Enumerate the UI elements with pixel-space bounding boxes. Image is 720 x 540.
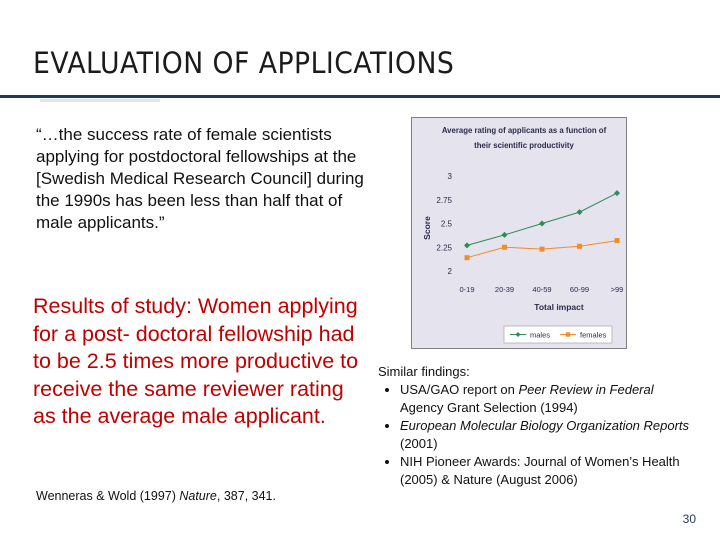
legend-label-females: females xyxy=(580,331,607,340)
y-tick-label: 2.25 xyxy=(436,243,452,252)
data-point-males xyxy=(614,190,620,197)
quote-text: “…the success rate of female scientists … xyxy=(36,125,364,232)
y-tick-label: 3 xyxy=(448,172,453,181)
chart-title-line2: their scientific productivity xyxy=(474,141,574,150)
data-point-females xyxy=(539,246,545,252)
productivity-chart: Average rating of applicants as a functi… xyxy=(412,118,626,348)
page-number: 30 xyxy=(682,512,696,526)
results-text: Results of study: Women applying for a p… xyxy=(33,294,359,429)
finding-text: USA/GAO report on xyxy=(400,382,519,397)
legend-marker-males xyxy=(515,332,521,337)
legend-label-males: males xyxy=(530,331,550,340)
finding-text-tail: Agency Grant Selection (1994) xyxy=(400,400,578,415)
citation-authors: Wenneras & Wold (1997) xyxy=(36,489,180,503)
finding-text-tail: (2001) xyxy=(400,436,438,451)
data-point-females xyxy=(502,244,507,250)
finding-item: NIH Pioneer Awards: Journal of Women’s H… xyxy=(400,453,698,489)
legend-marker-females xyxy=(565,332,571,337)
x-tick-labels: 0-19 20-39 40-59 60-99 >99 xyxy=(459,285,623,294)
findings-list: USA/GAO report on Peer Review in Federal… xyxy=(378,381,698,489)
chart-ylabel: Score xyxy=(422,216,432,240)
chart-xlabel: Total impact xyxy=(534,302,584,312)
finding-item: European Molecular Biology Organization … xyxy=(400,417,698,453)
data-point-males xyxy=(539,220,545,227)
data-point-females xyxy=(577,243,582,249)
y-tick-label: 2 xyxy=(448,267,453,276)
x-tick-label: 60-99 xyxy=(570,285,589,294)
title-divider xyxy=(0,95,720,98)
similar-findings: Similar findings: USA/GAO report on Peer… xyxy=(378,363,698,489)
y-tick-label: 2.75 xyxy=(436,196,452,205)
data-series xyxy=(464,190,620,261)
citation: Wenneras & Wold (1997) Nature, 387, 341. xyxy=(36,489,276,503)
citation-journal: Nature xyxy=(179,489,217,503)
data-point-males xyxy=(464,242,470,249)
data-point-males xyxy=(501,231,508,238)
data-point-females xyxy=(614,238,620,244)
x-tick-label: >99 xyxy=(611,285,624,294)
finding-emphasis: Peer Review in Federal xyxy=(518,382,654,397)
citation-ref: , 387, 341. xyxy=(216,489,276,503)
y-tick-label: 2.5 xyxy=(441,220,453,229)
findings-heading: Similar findings: xyxy=(378,364,470,379)
finding-text: NIH Pioneer Awards: Journal of Women’s H… xyxy=(400,454,680,487)
title-accent-divider xyxy=(40,99,160,102)
data-point-females xyxy=(464,255,470,261)
x-tick-label: 20-39 xyxy=(495,285,514,294)
data-point-males xyxy=(576,209,583,216)
x-tick-label: 0-19 xyxy=(459,285,474,294)
finding-item: USA/GAO report on Peer Review in Federal… xyxy=(400,381,698,417)
finding-emphasis: European Molecular Biology Organization … xyxy=(400,418,690,433)
y-tick-labels: 3 2.75 2.5 2.25 2 xyxy=(436,172,452,276)
chart-legend: males females xyxy=(510,331,607,340)
chart-frame: Average rating of applicants as a functi… xyxy=(411,117,627,349)
slide-title: EVALUATION OF APPLICATIONS xyxy=(33,46,455,80)
chart-title-line1: Average rating of applicants as a functi… xyxy=(442,126,607,135)
chart-legend-box xyxy=(503,325,613,344)
x-tick-label: 40-59 xyxy=(532,285,551,294)
